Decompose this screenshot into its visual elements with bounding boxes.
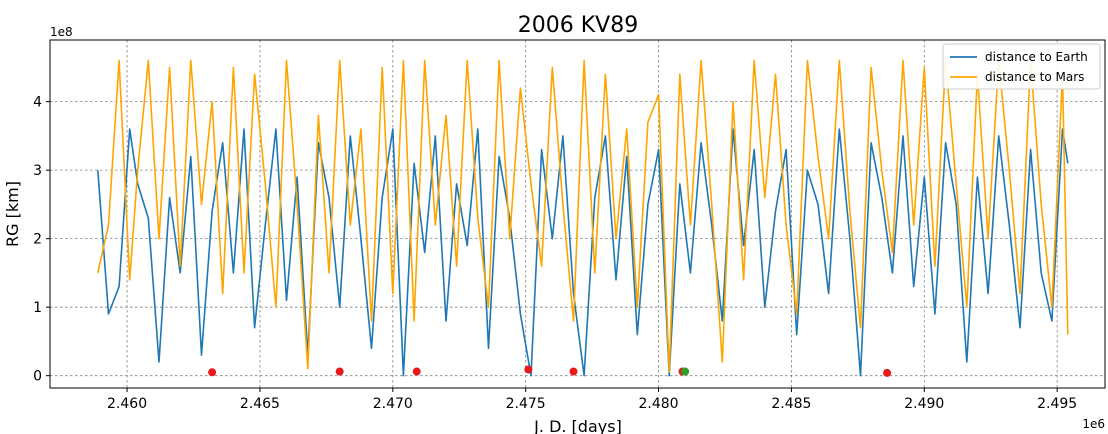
x-tick-label: 2.460 [107,396,147,412]
plot-frame [49,39,1106,389]
x-axis-label: J. D. [days] [533,417,622,434]
y-tick-label: 2 [33,232,42,248]
encounter-marker [412,367,421,376]
series-line-earth [97,128,1069,377]
series-line-mars [97,59,1069,374]
legend-box [942,43,1101,90]
series-layer [97,59,1069,377]
y-tick-label: 4 [33,95,42,111]
encounter-marker [335,367,344,376]
x-tick-label: 2.465 [240,396,280,412]
legend-label-earth: distance to Earth [985,50,1088,64]
y-tick-label: 3 [33,163,42,179]
x-tick-label: 2.490 [904,396,944,412]
x-tick-label: 2.470 [373,396,413,412]
y-tick-label: 0 [33,369,42,385]
y-tick-label: 1 [33,300,42,316]
x-offset-label: 1e6 [1082,417,1105,431]
y-offset-label: 1e8 [50,25,73,39]
x-tick-label: 2.475 [506,396,546,412]
encounter-marker [681,367,690,376]
x-tick-label: 2.495 [1037,396,1077,412]
x-axis-ticks: 2.460 2.465 2.470 2.475 2.480 2.485 2.490 2.495 [107,388,1077,412]
markers-layer [208,365,892,377]
chart-title: 2006 KV89 [518,13,638,38]
y-axis-label: RG [km] [3,181,22,247]
encounter-marker [524,365,533,374]
encounter-marker [883,368,892,377]
y-axis-ticks: 0 1 2 3 4 [33,95,50,385]
encounter-marker [569,367,578,376]
legend: distance to Earth distance to Mars [942,43,1101,90]
encounter-marker [208,368,217,377]
x-tick-label: 2.485 [771,396,811,412]
x-tick-label: 2.480 [639,396,679,412]
legend-label-mars: distance to Mars [985,70,1084,84]
